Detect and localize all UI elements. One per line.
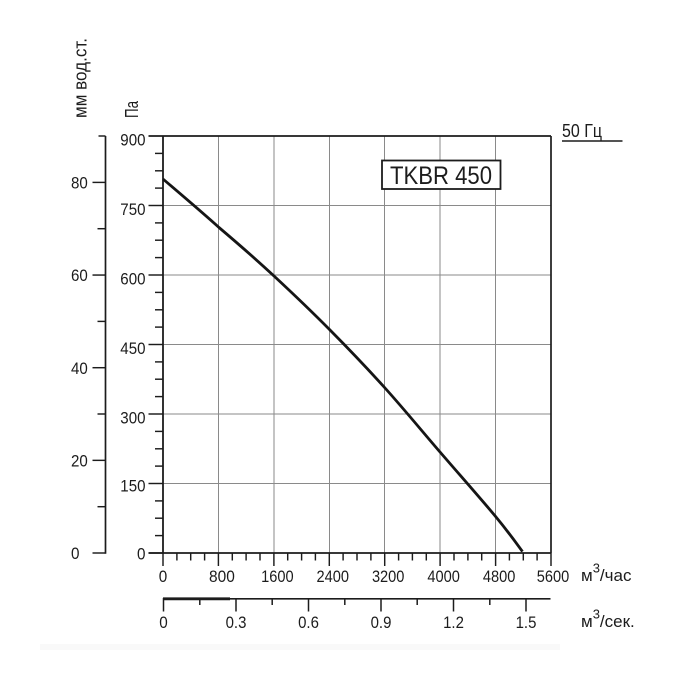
svg-text:0: 0	[159, 613, 168, 632]
svg-text:20: 20	[71, 452, 88, 471]
svg-text:Па: Па	[122, 100, 142, 118]
svg-text:450: 450	[120, 339, 145, 358]
svg-text:4000: 4000	[427, 567, 460, 586]
svg-text:м3/сек.: м3/сек.	[581, 607, 635, 632]
svg-text:50 Гц: 50 Гц	[562, 121, 602, 141]
svg-text:60: 60	[71, 266, 88, 285]
svg-text:1.5: 1.5	[516, 613, 537, 632]
svg-text:0.6: 0.6	[298, 613, 319, 632]
svg-text:1600: 1600	[261, 567, 294, 586]
svg-text:0.3: 0.3	[226, 613, 247, 632]
svg-text:TKBR 450: TKBR 450	[390, 162, 492, 190]
svg-text:м3/час: м3/час	[581, 561, 632, 586]
svg-text:1.2: 1.2	[443, 613, 464, 632]
svg-text:150: 150	[120, 476, 145, 495]
svg-text:3200: 3200	[372, 567, 405, 586]
svg-text:600: 600	[120, 270, 145, 289]
svg-text:0.9: 0.9	[371, 613, 392, 632]
svg-text:750: 750	[120, 200, 145, 219]
svg-text:4800: 4800	[483, 567, 516, 586]
svg-text:2400: 2400	[317, 567, 350, 586]
svg-text:0: 0	[71, 544, 80, 563]
svg-text:мм вод.ст.: мм вод.ст.	[71, 38, 91, 118]
svg-text:900: 900	[120, 131, 145, 150]
svg-text:40: 40	[71, 359, 88, 378]
svg-text:80: 80	[71, 174, 88, 193]
svg-text:300: 300	[120, 408, 145, 427]
svg-text:5600: 5600	[537, 567, 570, 586]
svg-text:800: 800	[209, 567, 235, 586]
svg-text:0: 0	[137, 544, 146, 563]
svg-text:0: 0	[159, 567, 168, 586]
